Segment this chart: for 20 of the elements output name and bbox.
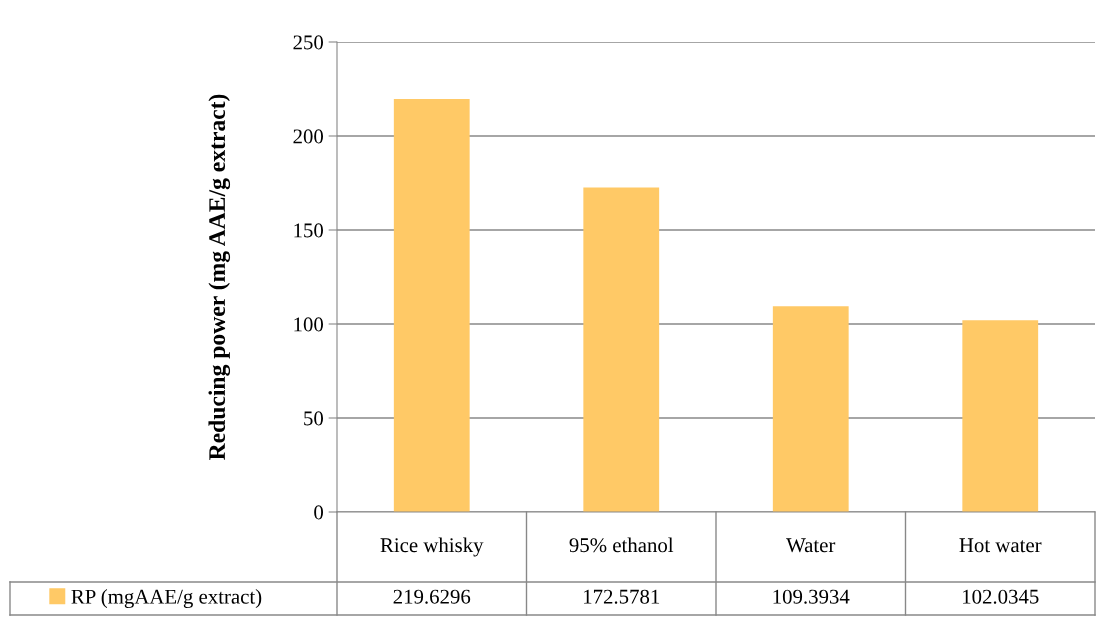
- data-label: 102.0345: [963, 589, 1039, 604]
- data-label: 219.6296: [393, 589, 471, 604]
- x-tick-label: Rice whisky: [380, 537, 484, 557]
- data-label: 109.3934: [773, 589, 850, 604]
- x-tick-label: Water: [786, 538, 836, 553]
- x-tick-label: Hot water: [959, 538, 1042, 553]
- y-tick-label: 50: [304, 411, 324, 426]
- y-tick-label: 150: [294, 223, 324, 238]
- bar: [583, 187, 660, 512]
- x-tick-label: 95% ethanol: [569, 537, 674, 553]
- bar: [772, 306, 849, 512]
- y-tick-label: 100: [294, 317, 324, 332]
- y-tick-label: 0: [314, 505, 324, 520]
- y-tick-label: 200: [293, 129, 324, 144]
- bar: [393, 99, 470, 512]
- legend-label: RP (mgAAE/g extract): [71, 589, 262, 609]
- y-axis-title: Reducing power (mg AAE/g extract): [208, 94, 231, 460]
- y-tick-label: 250: [293, 35, 324, 50]
- bar: [962, 320, 1039, 512]
- data-label: 172.5781: [584, 589, 660, 604]
